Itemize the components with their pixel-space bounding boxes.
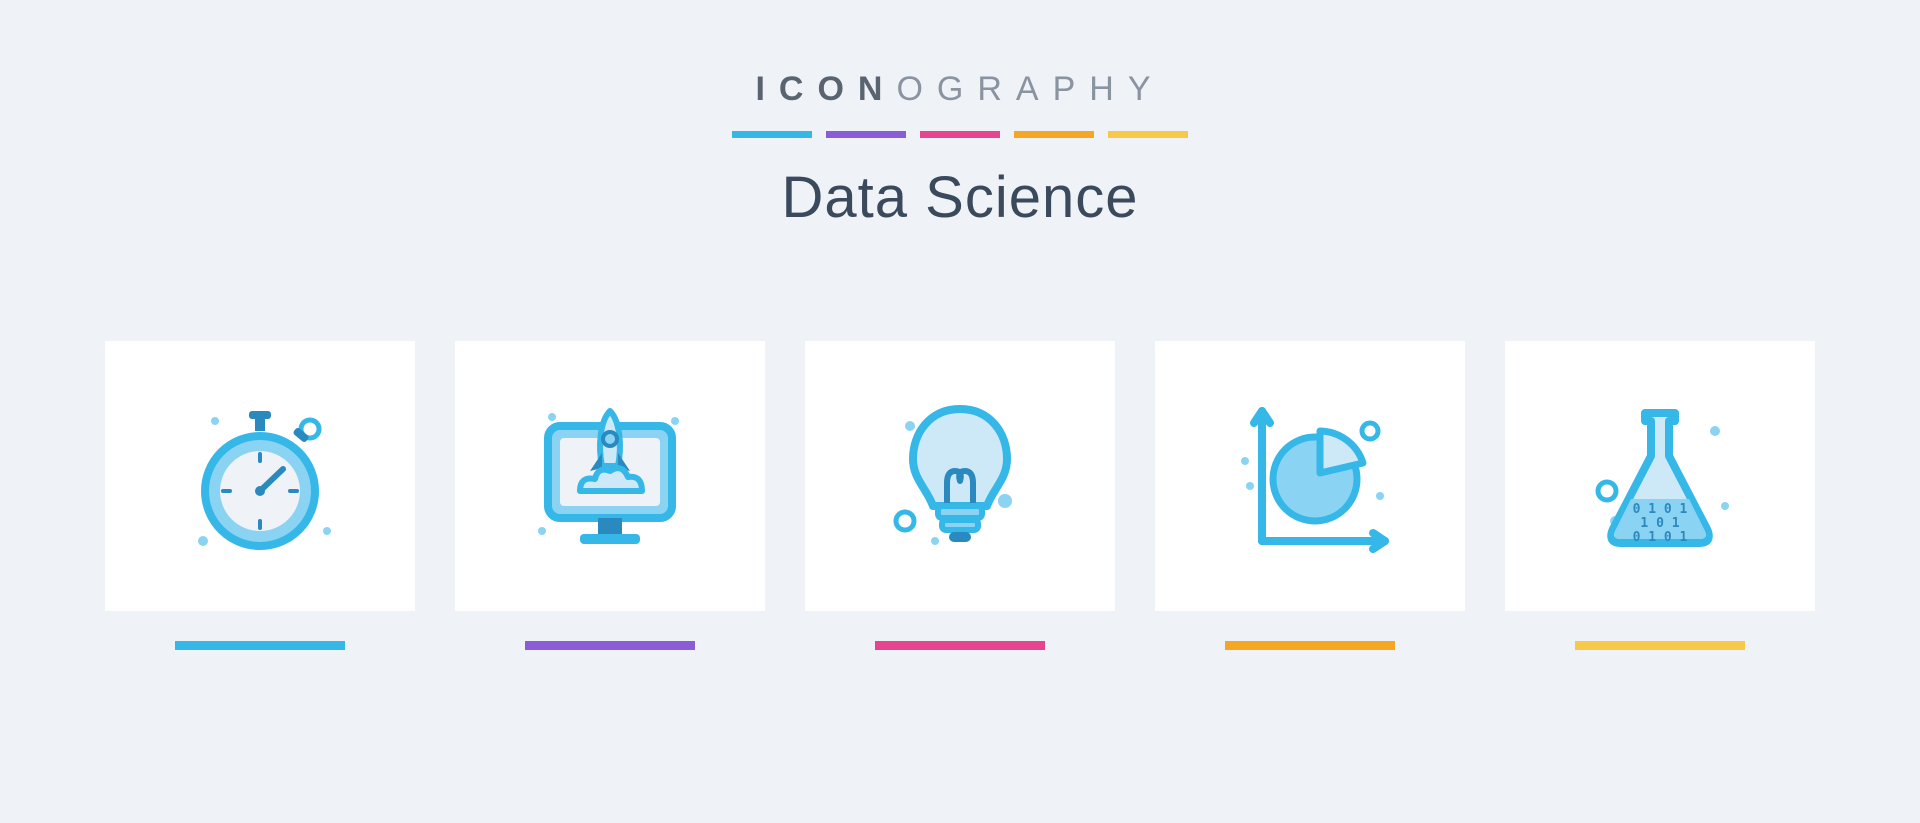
rocket-launch-icon (520, 391, 700, 561)
icon-tile (105, 341, 415, 611)
header: ICONOGRAPHY Data Science (732, 70, 1188, 231)
color-bar-1 (732, 131, 812, 138)
icon-card (455, 341, 765, 650)
icon-card (1155, 341, 1465, 650)
brand-color-bars (732, 131, 1188, 138)
card-underline (1575, 641, 1745, 650)
card-underline (1225, 641, 1395, 650)
brand-wordmark: ICONOGRAPHY (732, 70, 1188, 109)
pie-chart-axes-icon (1220, 391, 1400, 561)
icon-card (105, 341, 415, 650)
brand-prefix: ICON (755, 70, 896, 108)
stopwatch-icon (175, 391, 345, 561)
svg-text:1 0 1: 1 0 1 (1640, 516, 1679, 531)
card-underline (525, 641, 695, 650)
color-bar-3 (920, 131, 1000, 138)
svg-text:0 1 0 1: 0 1 0 1 (1633, 530, 1688, 545)
icon-card: 0 1 0 1 1 0 1 0 1 0 1 (1505, 341, 1815, 650)
card-underline (875, 641, 1045, 650)
brand-suffix: OGRAPHY (896, 70, 1164, 108)
icon-tile: 0 1 0 1 1 0 1 0 1 0 1 (1505, 341, 1815, 611)
color-bar-2 (826, 131, 906, 138)
icon-tile (805, 341, 1115, 611)
icon-tile (1155, 341, 1465, 611)
svg-text:0 1 0 1: 0 1 0 1 (1633, 502, 1688, 517)
page-title: Data Science (732, 164, 1188, 231)
icon-tile (455, 341, 765, 611)
color-bar-5 (1108, 131, 1188, 138)
icon-grid: 0 1 0 1 1 0 1 0 1 0 1 (100, 341, 1820, 650)
lightbulb-icon (875, 391, 1045, 561)
card-underline (175, 641, 345, 650)
data-flask-icon: 0 1 0 1 1 0 1 0 1 0 1 (1575, 391, 1745, 561)
color-bar-4 (1014, 131, 1094, 138)
icon-card (805, 341, 1115, 650)
